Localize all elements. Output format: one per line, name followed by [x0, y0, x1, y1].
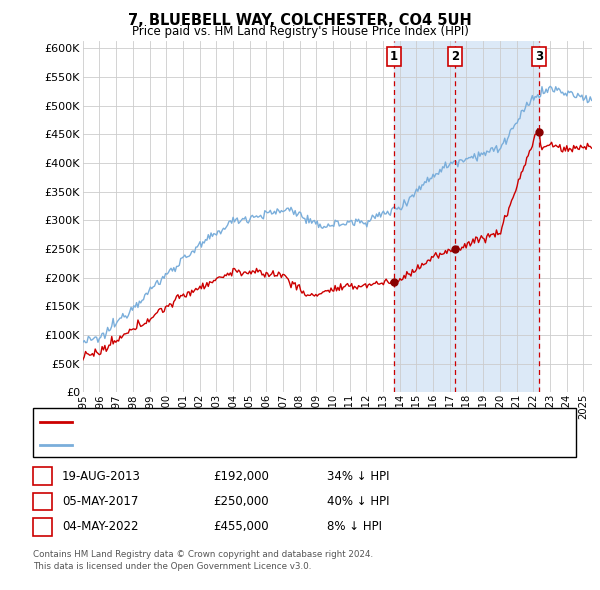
Text: Contains HM Land Registry data © Crown copyright and database right 2024.
This d: Contains HM Land Registry data © Crown c… — [33, 550, 373, 571]
Text: £455,000: £455,000 — [213, 520, 269, 533]
Text: 40% ↓ HPI: 40% ↓ HPI — [327, 495, 389, 508]
Text: 1: 1 — [389, 50, 398, 63]
Text: 8% ↓ HPI: 8% ↓ HPI — [327, 520, 382, 533]
Bar — [394, 41, 539, 392]
Text: 2: 2 — [38, 495, 47, 508]
Text: 3: 3 — [38, 520, 47, 533]
Text: 04-MAY-2022: 04-MAY-2022 — [62, 520, 139, 533]
Text: £250,000: £250,000 — [213, 495, 269, 508]
Text: 1: 1 — [38, 470, 47, 483]
Text: 3: 3 — [535, 50, 543, 63]
Text: 7, BLUEBELL WAY, COLCHESTER, CO4 5UH: 7, BLUEBELL WAY, COLCHESTER, CO4 5UH — [128, 13, 472, 28]
Text: 19-AUG-2013: 19-AUG-2013 — [62, 470, 140, 483]
Text: 2: 2 — [451, 50, 460, 63]
Text: HPI: Average price, detached house, Colchester: HPI: Average price, detached house, Colc… — [76, 440, 337, 450]
Text: Price paid vs. HM Land Registry's House Price Index (HPI): Price paid vs. HM Land Registry's House … — [131, 25, 469, 38]
Text: £192,000: £192,000 — [213, 470, 269, 483]
Text: 7, BLUEBELL WAY, COLCHESTER, CO4 5UH (detached house): 7, BLUEBELL WAY, COLCHESTER, CO4 5UH (de… — [76, 417, 408, 427]
Text: 34% ↓ HPI: 34% ↓ HPI — [327, 470, 389, 483]
Text: 05-MAY-2017: 05-MAY-2017 — [62, 495, 138, 508]
